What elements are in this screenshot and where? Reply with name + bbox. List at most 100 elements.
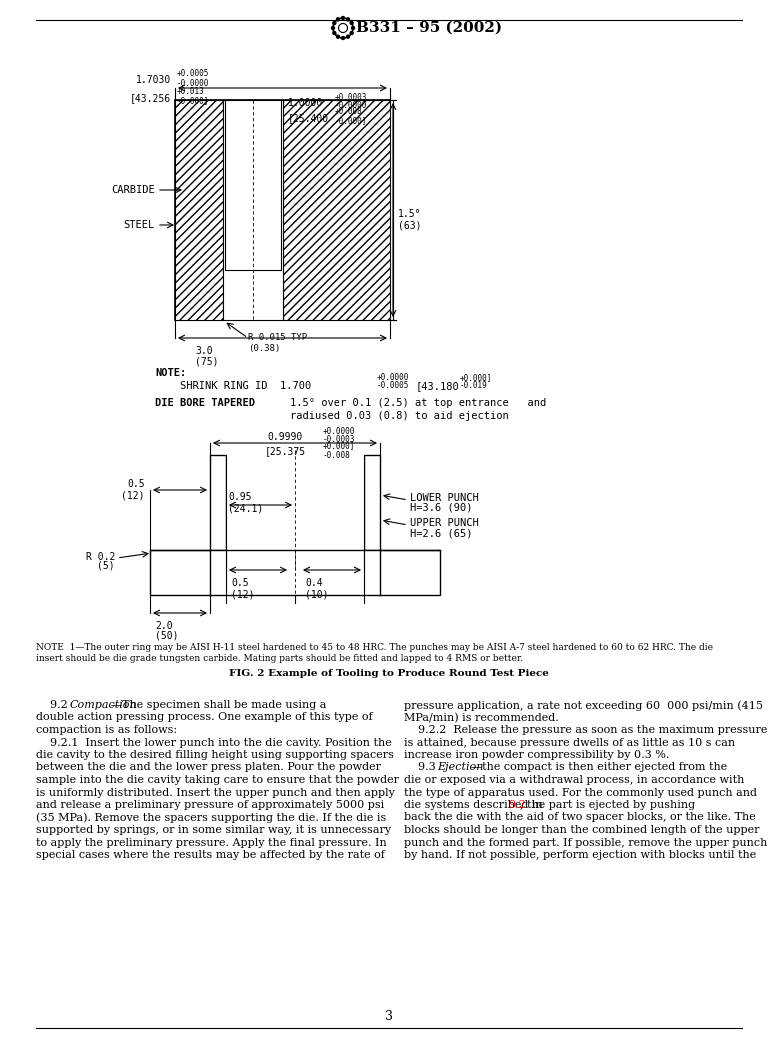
Text: -0.0000: -0.0000: [335, 102, 367, 110]
Bar: [223, 100, 283, 320]
Text: —the compact is then either ejected from the: —the compact is then either ejected from…: [471, 762, 727, 772]
Text: +0.008: +0.008: [335, 107, 363, 117]
Text: to apply the preliminary pressure. Apply the final pressure. In: to apply the preliminary pressure. Apply…: [36, 838, 387, 847]
Text: [25.400: [25.400: [288, 113, 329, 123]
Text: pressure application, a rate not exceeding 60  000 psi/min (415: pressure application, a rate not exceedi…: [404, 700, 763, 711]
Text: R 0.015 TYP: R 0.015 TYP: [248, 332, 307, 341]
Text: compaction is as follows:: compaction is as follows:: [36, 725, 177, 735]
Text: double action pressing process. One example of this type of: double action pressing process. One exam…: [36, 712, 373, 722]
Text: -0.0005: -0.0005: [377, 381, 409, 390]
Text: 9.2.1  Insert the lower punch into the die cavity. Position the: 9.2.1 Insert the lower punch into the di…: [36, 737, 392, 747]
Text: 0.4
(10): 0.4 (10): [305, 578, 328, 600]
Text: [25.375: [25.375: [265, 446, 306, 456]
Bar: [364, 455, 380, 550]
Text: die systems described in: die systems described in: [404, 799, 546, 810]
Text: NOTE  1—The outer ring may be AISI H-11 steel hardened to 45 to 48 HRC. The punc: NOTE 1—The outer ring may be AISI H-11 s…: [36, 643, 713, 652]
Bar: [175, 100, 390, 320]
Text: punch and the formed part. If possible, remove the upper punch: punch and the formed part. If possible, …: [404, 838, 767, 847]
Text: between the die and the lower press platen. Pour the powder: between the die and the lower press plat…: [36, 762, 381, 772]
Text: supported by springs, or in some similar way, it is unnecessary: supported by springs, or in some similar…: [36, 826, 391, 835]
Text: 9.3: 9.3: [404, 762, 440, 772]
Text: (50): (50): [155, 631, 178, 641]
Text: -0.000]: -0.000]: [177, 97, 209, 105]
Bar: [210, 455, 226, 550]
Text: -0.0000: -0.0000: [177, 78, 209, 87]
Text: +0.000]: +0.000]: [460, 374, 492, 382]
Text: 1.5° over 0.1 (2.5) at top entrance   and: 1.5° over 0.1 (2.5) at top entrance and: [290, 398, 546, 408]
Text: —The specimen shall be made using a: —The specimen shall be made using a: [111, 700, 326, 710]
Text: is uniformly distributed. Insert the upper punch and then apply: is uniformly distributed. Insert the upp…: [36, 787, 395, 797]
Text: 0.5
(12): 0.5 (12): [231, 578, 254, 600]
Text: 3.0: 3.0: [195, 346, 212, 356]
Text: die cavity to the desired filling height using supporting spacers: die cavity to the desired filling height…: [36, 750, 394, 760]
Bar: [226, 455, 364, 550]
Circle shape: [346, 18, 349, 21]
Text: 9.2: 9.2: [36, 700, 72, 710]
Text: 3: 3: [385, 1011, 393, 1023]
Text: NOTE:: NOTE:: [155, 369, 186, 378]
Text: 0.5
(12): 0.5 (12): [121, 479, 145, 501]
Text: H=3.6 (90): H=3.6 (90): [410, 503, 472, 513]
Circle shape: [337, 18, 339, 21]
Text: the type of apparatus used. For the commonly used punch and: the type of apparatus used. For the comm…: [404, 787, 757, 797]
Text: DIE BORE TAPERED: DIE BORE TAPERED: [155, 398, 255, 408]
Text: (35 MPa). Remove the spacers supporting the die. If the die is: (35 MPa). Remove the spacers supporting …: [36, 812, 386, 823]
Text: MPa/min) is recommended.: MPa/min) is recommended.: [404, 712, 559, 722]
Text: [43.180: [43.180: [416, 381, 460, 391]
Text: die or exposed via a withdrawal process, in accordance with: die or exposed via a withdrawal process,…: [404, 775, 745, 785]
Bar: [150, 550, 440, 595]
Text: LOWER PUNCH: LOWER PUNCH: [410, 493, 478, 503]
Text: [43.256: [43.256: [130, 93, 171, 103]
Text: (75): (75): [195, 356, 219, 366]
Text: +0.0005: +0.0005: [177, 70, 209, 78]
Text: H=2.6 (65): H=2.6 (65): [410, 528, 472, 538]
Text: radiused 0.03 (0.8) to aid ejection: radiused 0.03 (0.8) to aid ejection: [290, 411, 509, 421]
Text: 9.2.2  Release the pressure as soon as the maximum pressure: 9.2.2 Release the pressure as soon as th…: [404, 725, 767, 735]
Text: R 0.2: R 0.2: [86, 552, 115, 562]
Text: by hand. If not possible, perform ejection with blocks until the: by hand. If not possible, perform ejecti…: [404, 850, 756, 860]
Text: 9.2: 9.2: [508, 799, 526, 810]
Text: FIG. 2 Example of Tooling to Produce Round Test Piece: FIG. 2 Example of Tooling to Produce Rou…: [229, 669, 549, 678]
Circle shape: [342, 36, 345, 40]
Text: 1.7030: 1.7030: [135, 75, 171, 85]
Text: Ejection: Ejection: [437, 762, 484, 772]
Circle shape: [350, 31, 353, 34]
Circle shape: [337, 35, 339, 39]
Text: increase iron powder compressibility by 0.3 %.: increase iron powder compressibility by …: [404, 750, 669, 760]
Bar: [283, 100, 390, 320]
Circle shape: [350, 22, 353, 25]
Text: +0.0003: +0.0003: [335, 93, 367, 102]
Text: STEEL: STEEL: [124, 220, 155, 230]
Text: CARBIDE: CARBIDE: [111, 185, 155, 195]
Text: B331 – 95 (2002): B331 – 95 (2002): [356, 21, 502, 35]
Text: -0.019: -0.019: [460, 381, 488, 390]
Text: blocks should be longer than the combined length of the upper: blocks should be longer than the combine…: [404, 826, 759, 835]
Text: 1.0000: 1.0000: [288, 98, 323, 108]
Text: -0.0003: -0.0003: [323, 435, 356, 445]
Text: Compaction: Compaction: [69, 700, 137, 710]
Text: -0.008: -0.008: [323, 451, 351, 459]
Bar: [175, 100, 223, 320]
Bar: [225, 100, 281, 270]
Text: , the part is ejected by pushing: , the part is ejected by pushing: [520, 799, 696, 810]
Text: back the die with the aid of two spacer blocks, or the like. The: back the die with the aid of two spacer …: [404, 812, 755, 822]
Circle shape: [346, 35, 349, 39]
Text: 2.0: 2.0: [155, 621, 173, 631]
Circle shape: [333, 31, 336, 34]
Text: special cases where the results may be affected by the rate of: special cases where the results may be a…: [36, 850, 385, 860]
Text: insert should be die grade tungsten carbide. Mating parts should be fitted and l: insert should be die grade tungsten carb…: [36, 654, 523, 663]
Text: SHRINK RING ID  1.700: SHRINK RING ID 1.700: [155, 381, 311, 391]
Text: is attained, because pressure dwells of as little as 10 s can: is attained, because pressure dwells of …: [404, 737, 735, 747]
Circle shape: [352, 26, 355, 29]
Text: (5): (5): [97, 561, 115, 572]
Text: sample into the die cavity taking care to ensure that the powder: sample into the die cavity taking care t…: [36, 775, 399, 785]
Text: 1.5°
(63): 1.5° (63): [398, 209, 422, 231]
Text: and release a preliminary pressure of approximately 5000 psi: and release a preliminary pressure of ap…: [36, 799, 384, 810]
Text: +0.0000: +0.0000: [377, 374, 409, 382]
Text: +0.0000: +0.0000: [323, 427, 356, 435]
Text: +0.000]: +0.000]: [323, 441, 356, 451]
Circle shape: [331, 26, 335, 29]
Text: 0.95
(24.1): 0.95 (24.1): [228, 492, 263, 514]
Circle shape: [333, 22, 336, 25]
Text: -0.000]: -0.000]: [335, 117, 367, 126]
